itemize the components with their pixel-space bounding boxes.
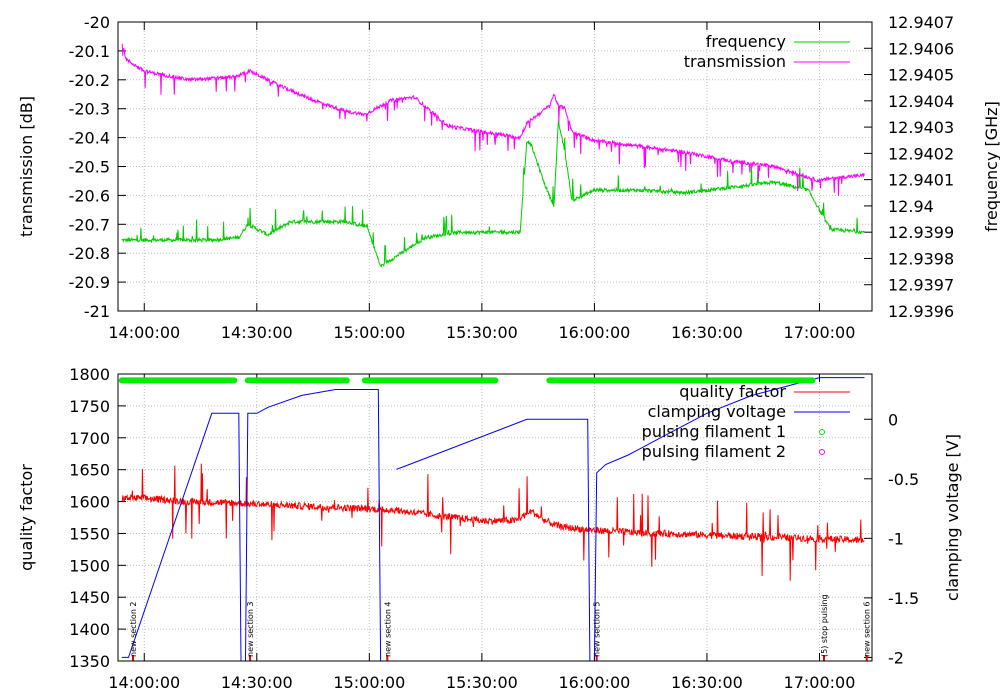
x-tick-label: 16:00:00 — [558, 323, 630, 342]
y-tick-label: -20 — [84, 13, 110, 32]
y-tick-label: 1450 — [69, 588, 110, 607]
y2-tick-label: -2 — [888, 648, 904, 667]
y2-tick-label: 12.9401 — [888, 171, 954, 190]
y-axis-title: quality factor — [17, 464, 36, 571]
y-tick-label: 1550 — [69, 524, 110, 543]
y-tick-label: 1600 — [69, 493, 110, 512]
y-tick-label: -20.5 — [69, 158, 110, 177]
y2-tick-label: 0 — [888, 410, 898, 429]
legend-label: pulsing filament 1 — [642, 422, 786, 441]
plot-frame — [117, 21, 873, 312]
y-tick-label: 1800 — [69, 365, 110, 384]
x-tick-label: 16:30:00 — [671, 673, 743, 692]
y2-tick-label: -1.5 — [888, 589, 919, 608]
y2-axis-title: frequency [GHz] — [982, 101, 1000, 232]
series-quality-factor — [121, 463, 865, 581]
y2-tick-label: 12.9405 — [888, 66, 954, 85]
x-tick-label: 15:00:00 — [333, 323, 405, 342]
series-frequency — [121, 120, 865, 268]
y2-tick-label: 12.9407 — [888, 13, 954, 32]
x-tick-label: 14:30:00 — [221, 323, 293, 342]
y-tick-label: 1350 — [69, 652, 110, 671]
y-tick-label: -21 — [84, 302, 110, 321]
y2-tick-label: 12.9402 — [888, 144, 954, 163]
bottom-panel: 14:00:00 14:30:00 15:00:00 15:30:00 16:00:00… — [17, 365, 962, 692]
series-transmission — [121, 43, 865, 196]
y-tick-label: -20.4 — [69, 129, 110, 148]
legend-symbol — [819, 449, 825, 455]
y-axis-title: transmission [dB] — [17, 96, 36, 237]
section-marker-label: new section 5 — [593, 601, 602, 657]
y-tick-label: 1400 — [69, 620, 110, 639]
x-tick-label: 15:30:00 — [446, 323, 518, 342]
y-tick-label: -20.3 — [69, 100, 110, 119]
y2-tick-label: 12.9403 — [888, 118, 954, 137]
y-tick-label: -20.7 — [69, 215, 110, 234]
y2-tick-label: -0.5 — [888, 470, 919, 489]
plot-area — [121, 43, 865, 268]
legend-label: pulsing filament 2 — [642, 442, 786, 461]
x-tick-label: 14:00:00 — [108, 323, 180, 342]
x-tick-label: 15:30:00 — [446, 673, 518, 692]
x-tick-label: 17:00:00 — [784, 323, 856, 342]
y-tick-label: 1500 — [69, 556, 110, 575]
x-tick-label: 16:00:00 — [558, 673, 630, 692]
y2-tick-label: 12.94 — [888, 197, 934, 216]
section-marker-label: new section 3 — [246, 601, 255, 657]
legend-label: transmission — [684, 52, 786, 71]
plot-frame — [117, 373, 873, 662]
y2-tick-label: -1 — [888, 529, 904, 548]
y-tick-label: 1750 — [69, 397, 110, 416]
y2-tick-label: 12.9406 — [888, 39, 954, 58]
plot-area — [118, 377, 868, 661]
y-tick-label: -20.6 — [69, 186, 110, 205]
x-tick-label: 14:30:00 — [221, 673, 293, 692]
top-panel: 14:00:00 14:30:00 15:00:00 15:30:00 16:00:00… — [17, 13, 1000, 342]
y2-tick-label: 12.9399 — [888, 223, 954, 242]
y2-tick-label: 12.9398 — [888, 249, 954, 268]
y2-tick-label: 12.9404 — [888, 92, 954, 111]
legend-label: clamping voltage — [648, 402, 786, 421]
legend-label: quality factor — [679, 382, 786, 401]
x-tick-label: 14:00:00 — [108, 673, 180, 692]
section-marker-label: new section 2 — [129, 601, 138, 657]
legend-label: frequency — [706, 32, 786, 51]
series-clamping-voltage — [396, 377, 865, 661]
y2-tick-label: 12.9396 — [888, 302, 954, 321]
section-marker-label: new section 6 — [863, 601, 872, 657]
y2-axis-title: clamping voltage [V] — [943, 434, 962, 601]
y-tick-label: 1650 — [69, 461, 110, 480]
y-tick-label: -20.9 — [69, 273, 110, 292]
y-tick-label: -20.2 — [69, 71, 110, 90]
series-clamping-voltage — [121, 389, 382, 661]
y-tick-label: 1700 — [69, 429, 110, 448]
section-marker-label: (5) stop pulsing — [820, 594, 829, 657]
x-tick-label: 15:00:00 — [333, 673, 405, 692]
y-tick-label: -20.1 — [69, 42, 110, 61]
y-tick-label: -20.8 — [69, 244, 110, 263]
legend-symbol — [819, 429, 825, 435]
x-tick-label: 17:00:00 — [784, 673, 856, 692]
section-marker-label: new section 4 — [383, 601, 392, 657]
y2-tick-label: 12.9397 — [888, 276, 954, 295]
x-tick-label: 16:30:00 — [671, 323, 743, 342]
